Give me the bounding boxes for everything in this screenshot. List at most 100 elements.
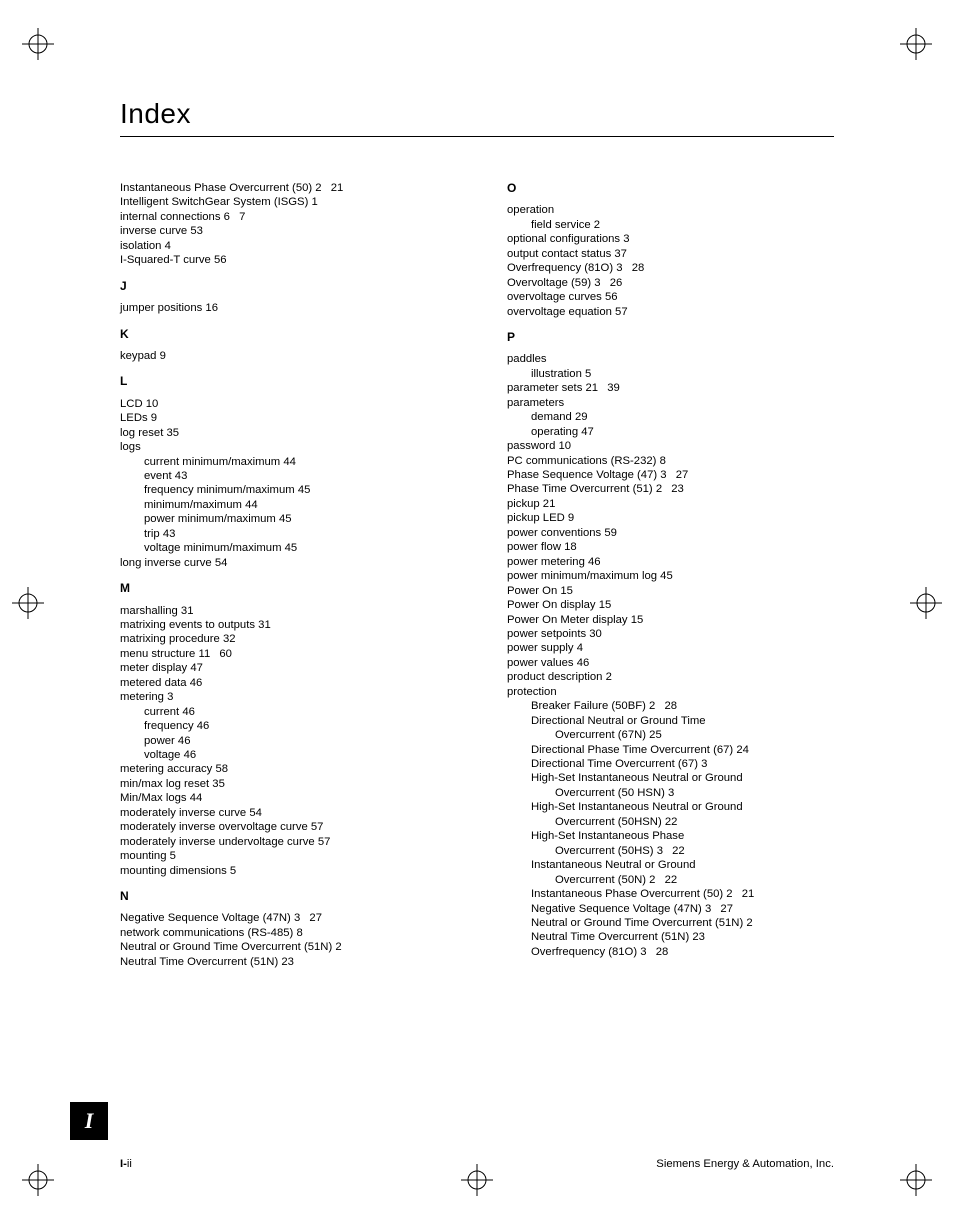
index-page-ref: 24 xyxy=(736,744,749,756)
index-entry-text: High-Set Instantaneous Neutral or Ground xyxy=(531,772,743,784)
index-entry-text: I-Squared-T curve xyxy=(120,254,211,266)
index-entry-text: network communications (RS-485) xyxy=(120,927,293,939)
index-page-ref: 3 xyxy=(294,912,300,924)
index-entry: power values 46 xyxy=(507,656,834,670)
index-section-heading: K xyxy=(120,327,447,342)
index-entry: menu structure 11 60 xyxy=(120,647,447,661)
index-page-ref: 46 xyxy=(577,657,590,669)
index-entry: inverse curve 53 xyxy=(120,224,447,238)
index-entry-text: Instantaneous Neutral or Ground xyxy=(531,859,696,871)
index-entry-text: illustration xyxy=(531,368,582,380)
index-entry: LCD 10 xyxy=(120,397,447,411)
index-entry: power minimum/maximum 45 xyxy=(120,512,447,526)
index-entry-text: metered data xyxy=(120,677,187,689)
index-entry: operation xyxy=(507,203,834,217)
index-page-ref: 11 xyxy=(199,648,211,660)
index-page-ref: 47 xyxy=(581,426,594,438)
index-entry-text: internal connections xyxy=(120,211,220,223)
index-entry-text: product description xyxy=(507,671,602,683)
index-page-ref: 47 xyxy=(190,662,203,674)
index-page-ref: 5 xyxy=(585,368,591,380)
index-entry-text: overvoltage curves xyxy=(507,291,602,303)
index-entry: Instantaneous Phase Overcurrent (50) 2 2… xyxy=(507,887,834,901)
index-entry-text: jumper positions xyxy=(120,302,202,314)
index-entry: network communications (RS-485) 8 xyxy=(120,926,447,940)
crop-mark-top-left xyxy=(22,28,54,60)
index-entry: High-Set Instantaneous Neutral or Ground xyxy=(507,800,834,814)
index-page-ref: 35 xyxy=(212,778,225,790)
index-entry-text: marshalling xyxy=(120,605,178,617)
index-page-ref: 27 xyxy=(309,912,322,924)
index-page-ref: 6 xyxy=(224,211,230,223)
index-entry: internal connections 6 7 xyxy=(120,210,447,224)
index-entry: parameters xyxy=(507,396,834,410)
index-entry-text: output contact status xyxy=(507,248,611,260)
index-entry: protection xyxy=(507,685,834,699)
index-entry-text: Phase Time Overcurrent (51) xyxy=(507,483,653,495)
index-entry: Directional Neutral or Ground Time xyxy=(507,714,834,728)
index-page-ref: 2 xyxy=(649,874,655,886)
index-page-ref: 35 xyxy=(166,427,179,439)
index-section-heading: M xyxy=(120,581,447,596)
index-entry-text: trip xyxy=(144,528,160,540)
index-page-ref: 22 xyxy=(665,874,678,886)
index-entry-text: inverse curve xyxy=(120,225,187,237)
index-entry-text: Directional Neutral or Ground Time xyxy=(531,715,706,727)
index-page-ref: 57 xyxy=(615,306,628,318)
index-entry: Directional Time Overcurrent (67) 3 xyxy=(507,757,834,771)
index-page-ref: 9 xyxy=(160,350,166,362)
index-page-ref: 10 xyxy=(146,398,159,410)
index-page-ref: 44 xyxy=(245,499,258,511)
index-entry: keypad 9 xyxy=(120,349,447,363)
index-page-ref: 3 xyxy=(660,469,666,481)
index-entry-text: Negative Sequence Voltage (47N) xyxy=(120,912,291,924)
index-page-ref: 8 xyxy=(660,455,666,467)
index-entry: PC communications (RS-232) 8 xyxy=(507,454,834,468)
index-page-ref: 59 xyxy=(604,527,617,539)
index-entry: mounting 5 xyxy=(120,849,447,863)
index-page-ref: 58 xyxy=(215,763,228,775)
index-entry: voltage minimum/maximum 45 xyxy=(120,541,447,555)
index-section-heading: P xyxy=(507,330,834,345)
index-entry: I-Squared-T curve 56 xyxy=(120,253,447,267)
index-entry-text: pickup xyxy=(507,498,540,510)
index-page-ref: 3 xyxy=(167,691,173,703)
index-entry-text: Negative Sequence Voltage (47N) xyxy=(531,903,702,915)
index-page-ref: 5 xyxy=(230,865,236,877)
index-entry: Directional Phase Time Overcurrent (67) … xyxy=(507,743,834,757)
index-entry-text: Neutral Time Overcurrent (51N) xyxy=(531,931,689,943)
index-entry: parameter sets 21 39 xyxy=(507,381,834,395)
index-entry-text: optional configurations xyxy=(507,233,620,245)
index-entry: product description 2 xyxy=(507,670,834,684)
index-entry-text: parameter sets xyxy=(507,382,582,394)
index-page-ref: 54 xyxy=(215,557,228,569)
index-page-ref: 46 xyxy=(184,749,197,761)
index-page-ref: 53 xyxy=(190,225,203,237)
index-entry-text: Overvoltage (59) xyxy=(507,277,591,289)
index-entry-text: power minimum/maximum log xyxy=(507,570,657,582)
index-page-ref: 43 xyxy=(175,470,188,482)
index-entry: long inverse curve 54 xyxy=(120,556,447,570)
index-entry-text: Intelligent SwitchGear System (ISGS) xyxy=(120,196,308,208)
index-page-ref: 46 xyxy=(182,706,195,718)
index-page-ref: 23 xyxy=(281,956,294,968)
index-entry: voltage 46 xyxy=(120,748,447,762)
index-entry-text: demand xyxy=(531,411,572,423)
index-entry-text: frequency minimum/maximum xyxy=(144,484,295,496)
index-entry: optional configurations 3 xyxy=(507,232,834,246)
index-entry-text: current xyxy=(144,706,179,718)
index-entry: jumper positions 16 xyxy=(120,301,447,315)
index-page-ref: 3 xyxy=(657,845,663,857)
index-entry-text: matrixing events to outputs xyxy=(120,619,255,631)
index-entry: logs xyxy=(120,440,447,454)
index-entry: pickup LED 9 xyxy=(507,511,834,525)
index-entry: illustration 5 xyxy=(507,367,834,381)
index-page-ref: 21 xyxy=(543,498,556,510)
index-entry: metering accuracy 58 xyxy=(120,762,447,776)
index-page-ref: 23 xyxy=(692,931,705,943)
index-entry: moderately inverse undervoltage curve 57 xyxy=(120,835,447,849)
index-entry-text: Overfrequency (81O) xyxy=(507,262,613,274)
index-entry-text: High-Set Instantaneous Neutral or Ground xyxy=(531,801,743,813)
index-entry: Phase Time Overcurrent (51) 2 23 xyxy=(507,482,834,496)
index-entry-text: voltage xyxy=(144,749,180,761)
